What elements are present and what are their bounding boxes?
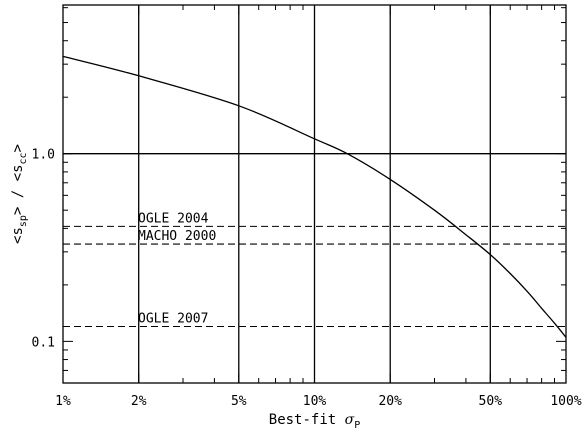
curve-layer <box>62 55 567 338</box>
x-tick-label: 10% <box>303 394 327 409</box>
data-curve <box>62 55 567 338</box>
reference-line-label: OGLE 2007 <box>138 312 208 327</box>
x-tick-label: 20% <box>378 394 402 409</box>
y-tick-label: 1.0 <box>32 148 55 163</box>
label-layer: OGLE 2004 MACHO 2000 OGLE 2007 1% 2% 5% 10% 20%… <box>32 148 582 409</box>
x-tick-label: 5% <box>231 394 247 409</box>
x-tick-label: 100% <box>550 394 581 409</box>
x-axis-title: Best-fit σP <box>269 412 360 431</box>
x-axis-title-symbol: σ <box>345 412 355 428</box>
reference-line-label: MACHO 2000 <box>138 229 216 244</box>
grid-layer <box>63 5 566 383</box>
y-axis-title: <ssp> / <scc> <box>10 144 29 244</box>
y-axis-title-sub2: cc <box>18 152 29 164</box>
y-axis-title-open: <s <box>10 227 26 244</box>
y-axis-title-sub1: sp <box>18 215 29 227</box>
y-axis-title-close: > <box>10 144 26 152</box>
reference-lines <box>63 225 566 328</box>
x-tick-label: 1% <box>55 394 71 409</box>
x-tick-label: 50% <box>479 394 503 409</box>
x-axis-title-subscript: P <box>354 420 360 431</box>
reference-line-label: OGLE 2004 <box>138 211 209 226</box>
plot-frame <box>62 4 567 384</box>
y-axis-title-mid: > / <s <box>10 165 26 216</box>
x-tick-label: 2% <box>131 394 147 409</box>
y-tick-label: 0.1 <box>32 335 55 350</box>
x-axis-title-prefix: Best-fit <box>269 412 345 428</box>
